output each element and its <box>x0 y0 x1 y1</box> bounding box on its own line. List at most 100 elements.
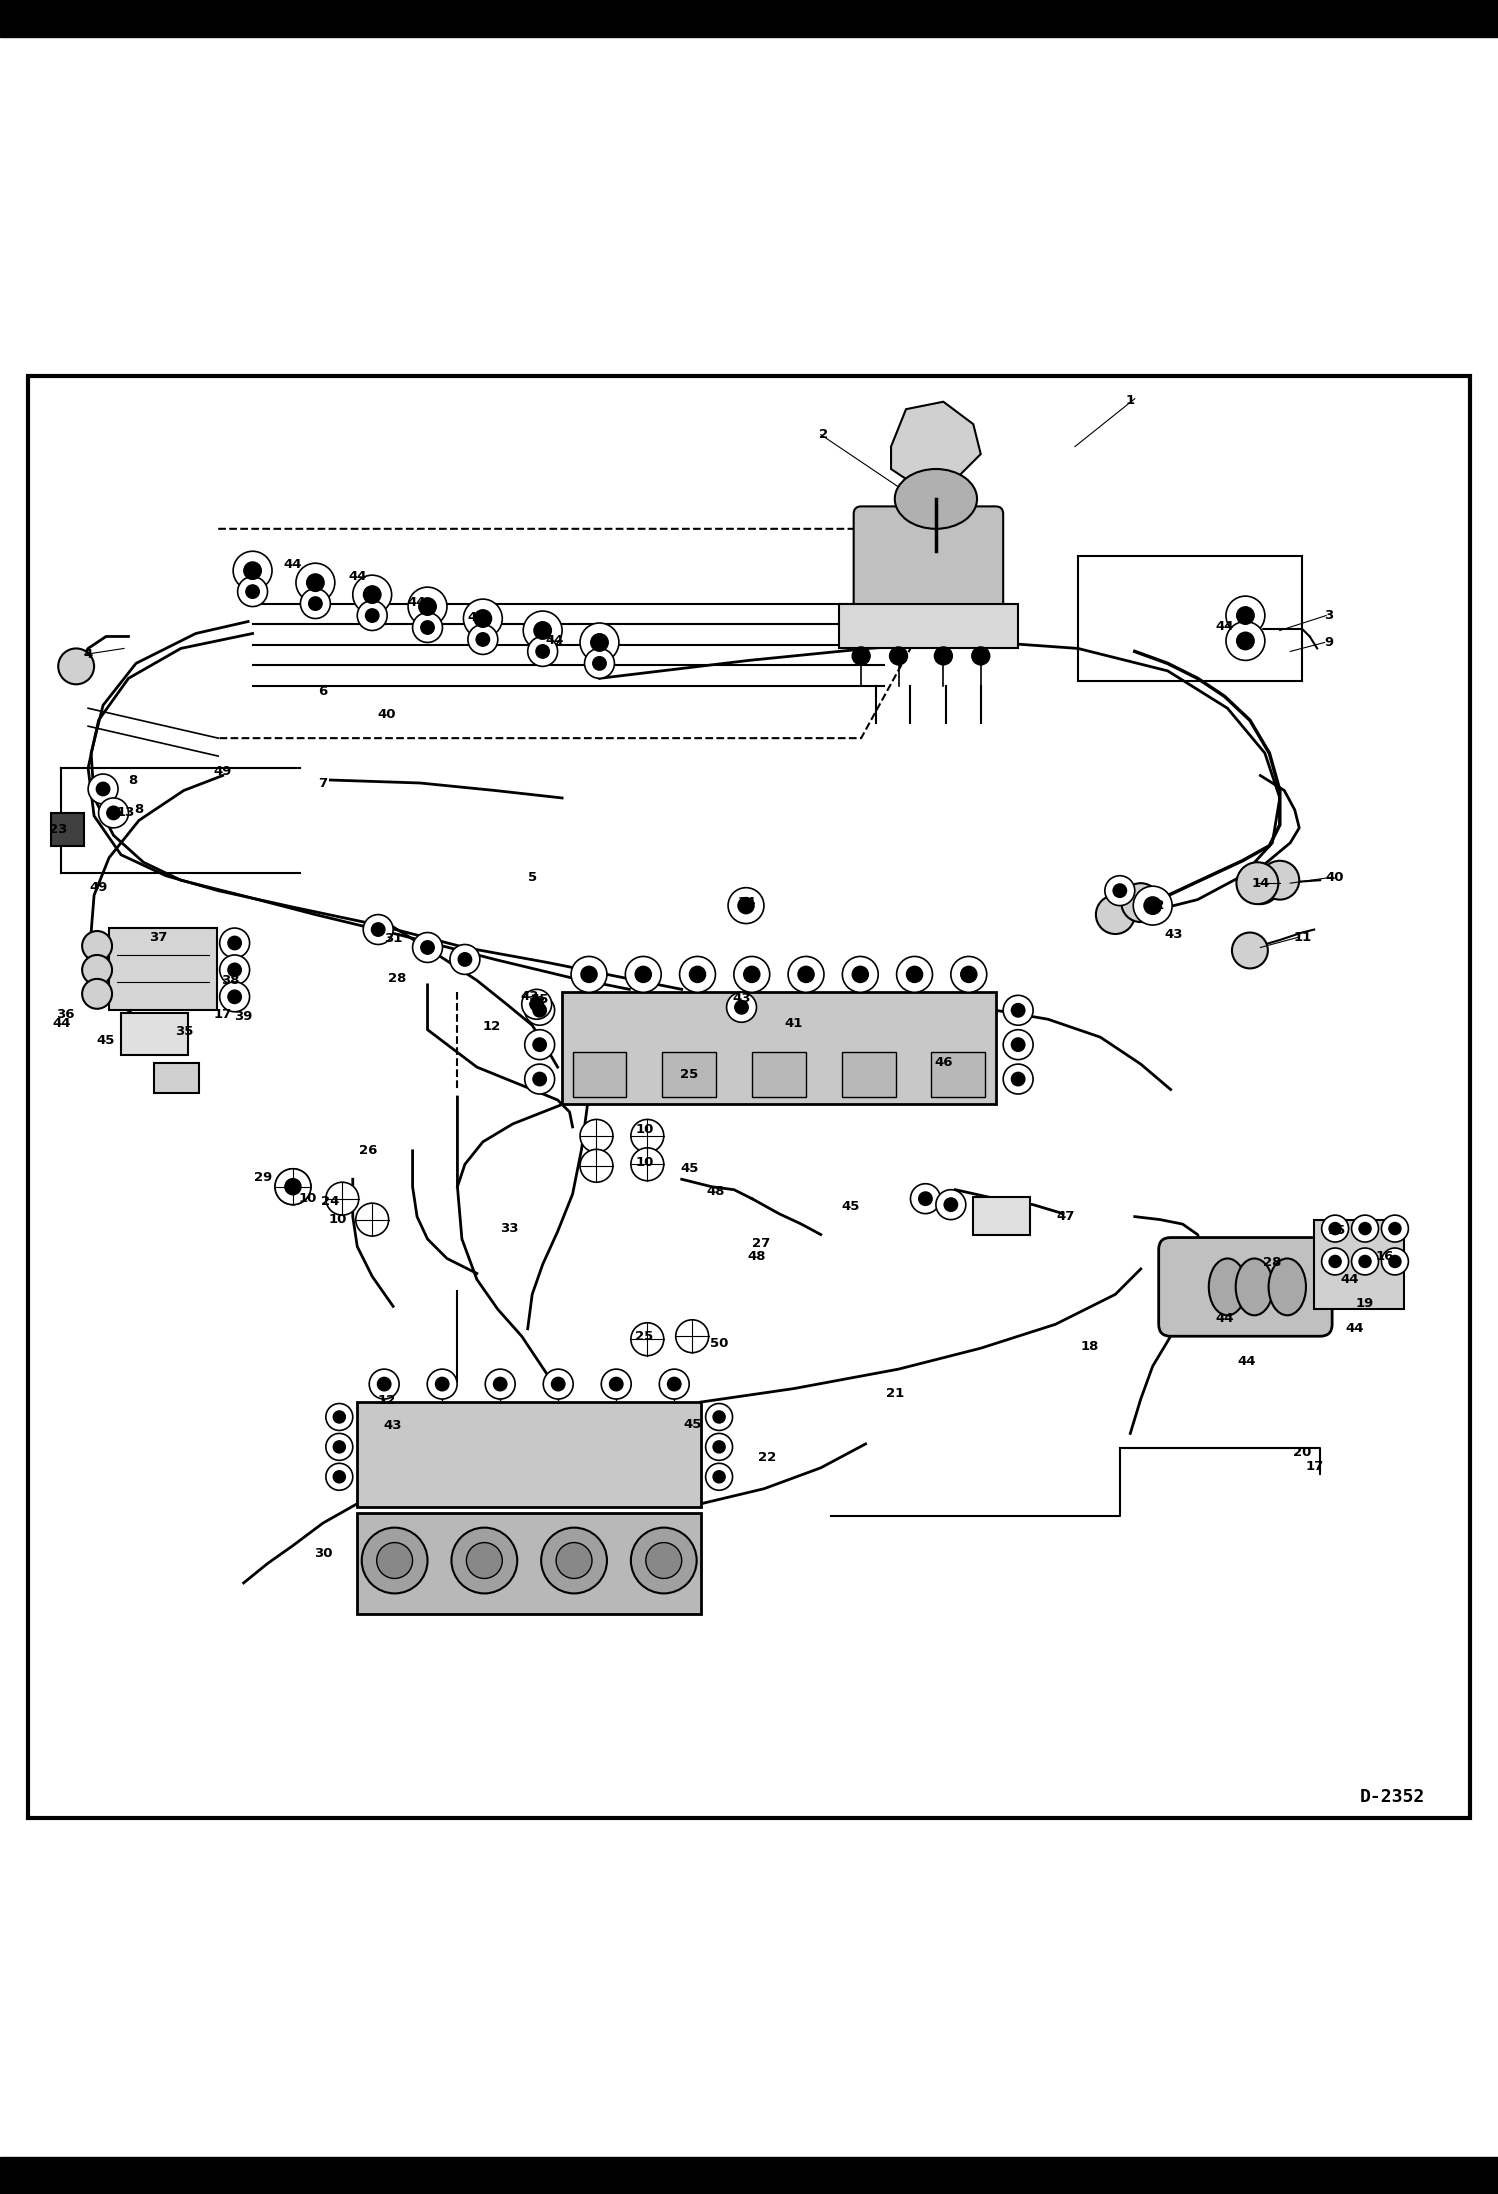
Circle shape <box>571 957 607 992</box>
Circle shape <box>1359 1222 1371 1235</box>
Circle shape <box>668 1378 682 1391</box>
Circle shape <box>736 1000 749 1014</box>
Circle shape <box>580 1119 613 1152</box>
Bar <box>154 1062 199 1093</box>
Circle shape <box>584 649 614 678</box>
Text: 35: 35 <box>175 1025 193 1038</box>
Text: 48: 48 <box>748 1251 765 1264</box>
Text: 7: 7 <box>318 777 328 790</box>
Circle shape <box>58 649 94 685</box>
Circle shape <box>1260 860 1299 900</box>
Circle shape <box>590 634 608 652</box>
Circle shape <box>1321 1215 1348 1242</box>
Text: 34: 34 <box>737 895 755 908</box>
Circle shape <box>1004 1064 1034 1095</box>
Bar <box>752 1053 806 1097</box>
Text: 1: 1 <box>1125 393 1135 406</box>
Text: 11: 11 <box>1293 930 1311 943</box>
Circle shape <box>366 608 379 623</box>
Circle shape <box>1236 862 1278 904</box>
Circle shape <box>246 586 259 599</box>
Text: 21: 21 <box>887 1387 905 1400</box>
Circle shape <box>1240 864 1279 904</box>
Text: 17: 17 <box>214 1009 232 1020</box>
Text: 49: 49 <box>214 764 232 777</box>
Circle shape <box>544 1369 574 1400</box>
Circle shape <box>524 1064 554 1095</box>
Circle shape <box>972 647 990 665</box>
Circle shape <box>1381 1215 1408 1242</box>
Circle shape <box>1011 1003 1025 1018</box>
Circle shape <box>220 954 250 985</box>
Circle shape <box>369 1369 398 1400</box>
Circle shape <box>1011 1038 1025 1051</box>
Circle shape <box>689 965 706 983</box>
Circle shape <box>739 897 753 913</box>
Circle shape <box>327 1463 352 1490</box>
Text: 44: 44 <box>1237 1356 1257 1369</box>
Text: 31: 31 <box>383 932 403 946</box>
Circle shape <box>333 1411 346 1424</box>
Circle shape <box>476 632 490 647</box>
Circle shape <box>372 924 385 937</box>
Bar <box>932 1053 986 1097</box>
Circle shape <box>228 989 241 1003</box>
Circle shape <box>890 647 908 665</box>
Circle shape <box>466 1542 502 1577</box>
Circle shape <box>1389 1255 1401 1268</box>
Circle shape <box>1329 1222 1341 1235</box>
Circle shape <box>580 623 619 663</box>
Circle shape <box>533 621 551 638</box>
Circle shape <box>610 1378 623 1391</box>
Circle shape <box>364 586 380 603</box>
Text: 4: 4 <box>84 647 93 660</box>
Text: 22: 22 <box>758 1450 776 1463</box>
Circle shape <box>533 1038 547 1051</box>
Circle shape <box>631 1323 664 1356</box>
Text: 45: 45 <box>530 994 548 1007</box>
Text: 10: 10 <box>635 1156 653 1169</box>
Circle shape <box>377 1378 391 1391</box>
Circle shape <box>1097 895 1135 935</box>
Circle shape <box>427 1369 457 1400</box>
Text: 45: 45 <box>683 1417 701 1430</box>
Text: 23: 23 <box>49 823 67 836</box>
Text: 26: 26 <box>358 1145 377 1156</box>
Circle shape <box>106 805 120 821</box>
Circle shape <box>593 656 607 669</box>
Text: 39: 39 <box>234 1009 253 1022</box>
Circle shape <box>467 625 497 654</box>
Text: 43: 43 <box>383 1420 403 1433</box>
Circle shape <box>412 612 442 643</box>
Circle shape <box>82 930 112 961</box>
Circle shape <box>220 983 250 1011</box>
Text: 25: 25 <box>680 1068 698 1082</box>
Text: 6: 6 <box>318 685 328 698</box>
Bar <box>357 1512 701 1615</box>
Text: 41: 41 <box>785 1018 803 1031</box>
Circle shape <box>228 963 241 976</box>
Circle shape <box>533 1003 547 1018</box>
Text: 10: 10 <box>298 1191 318 1205</box>
Circle shape <box>706 1404 733 1430</box>
Circle shape <box>276 1169 312 1205</box>
Circle shape <box>355 1202 388 1235</box>
Circle shape <box>297 564 336 601</box>
Bar <box>974 1198 1031 1235</box>
Ellipse shape <box>1209 1259 1246 1314</box>
Text: 44: 44 <box>467 610 487 623</box>
Circle shape <box>228 937 241 950</box>
Circle shape <box>601 1369 631 1400</box>
Ellipse shape <box>1236 1259 1273 1314</box>
Circle shape <box>936 1189 966 1220</box>
Text: 25: 25 <box>635 1330 653 1343</box>
Circle shape <box>1011 1073 1025 1086</box>
Text: 9: 9 <box>1324 636 1333 649</box>
Circle shape <box>911 1185 941 1213</box>
Text: 45: 45 <box>680 1163 698 1176</box>
Circle shape <box>327 1183 358 1215</box>
Circle shape <box>713 1441 725 1452</box>
Text: 43: 43 <box>1164 928 1183 941</box>
Text: 12: 12 <box>482 1020 500 1033</box>
Circle shape <box>352 575 391 614</box>
